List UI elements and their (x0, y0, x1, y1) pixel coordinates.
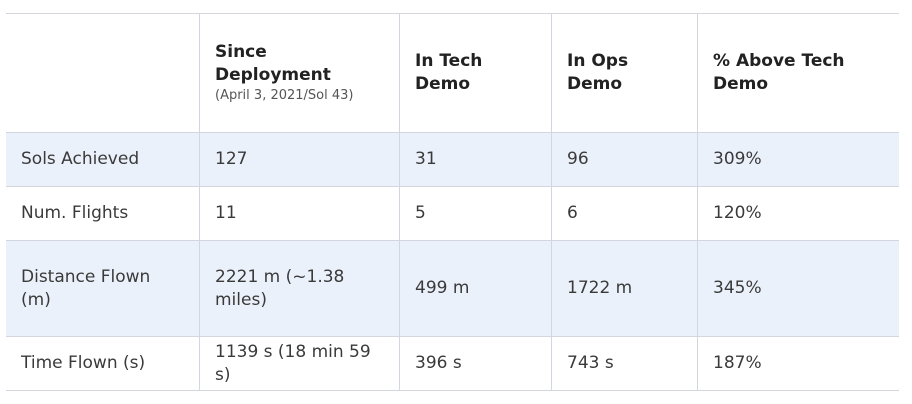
cell: 5 (399, 186, 552, 241)
cell: 1722 m (551, 240, 698, 337)
cell: 2221 m (~1.38 miles) (199, 240, 400, 337)
table-row: Sols Achieved 127 31 96 309% (6, 132, 899, 187)
header-cell: In Tech Demo (399, 13, 552, 133)
header-cell (6, 13, 200, 133)
cell: 187% (697, 336, 899, 391)
cell: 345% (697, 240, 899, 337)
table-row: Num. Flights 11 5 6 120% (6, 186, 899, 241)
stats-table: Since Deployment (April 3, 2021/Sol 43) I… (6, 13, 899, 391)
table-row: Distance Flown (m) 2221 m (~1.38 miles) 49… (6, 240, 899, 337)
cell: 6 (551, 186, 698, 241)
header-text: Since Deployment (215, 42, 331, 85)
cell: 127 (199, 132, 400, 187)
cell: 499 m (399, 240, 552, 337)
row-label: Time Flown (s) (6, 336, 200, 391)
row-label: Num. Flights (6, 186, 200, 241)
header-row: Since Deployment (April 3, 2021/Sol 43) I… (6, 13, 899, 133)
table-body: Sols Achieved 127 31 96 309% Num. Flights 11 5 6… (6, 132, 899, 391)
cell: 309% (697, 132, 899, 187)
header-cell: In Ops Demo (551, 13, 698, 133)
cell: 743 s (551, 336, 698, 391)
cell: 120% (697, 186, 899, 241)
header-note: (April 3, 2021/Sol 43) (215, 88, 354, 103)
cell: 1139 s (18 min 59 s) (199, 336, 400, 391)
cell: 11 (199, 186, 400, 241)
header-cell: % Above Tech Demo (697, 13, 899, 133)
row-label: Distance Flown (m) (6, 240, 200, 337)
cell: 31 (399, 132, 552, 187)
header-cell: Since Deployment (April 3, 2021/Sol 43) (199, 13, 400, 133)
cell: 396 s (399, 336, 552, 391)
row-label: Sols Achieved (6, 132, 200, 187)
cell: 96 (551, 132, 698, 187)
